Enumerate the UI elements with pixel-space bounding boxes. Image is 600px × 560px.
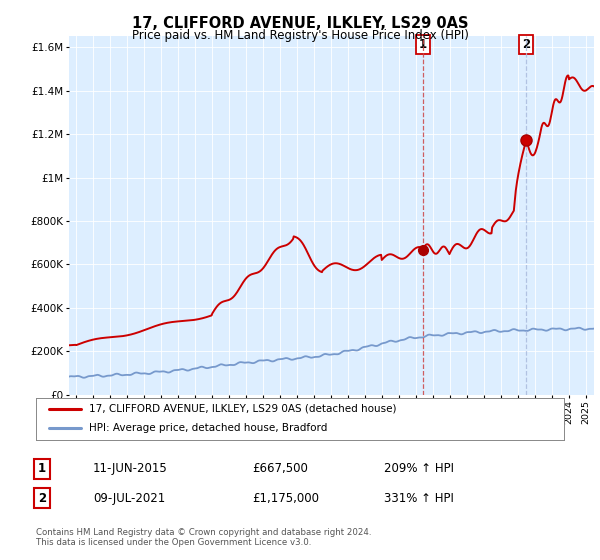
Text: HPI: Average price, detached house, Bradford: HPI: Average price, detached house, Brad…: [89, 423, 327, 433]
Text: 1: 1: [419, 38, 427, 51]
Text: £667,500: £667,500: [252, 462, 308, 475]
Text: Price paid vs. HM Land Registry's House Price Index (HPI): Price paid vs. HM Land Registry's House …: [131, 29, 469, 42]
Text: 331% ↑ HPI: 331% ↑ HPI: [384, 492, 454, 505]
Text: 17, CLIFFORD AVENUE, ILKLEY, LS29 0AS (detached house): 17, CLIFFORD AVENUE, ILKLEY, LS29 0AS (d…: [89, 404, 397, 414]
Text: 09-JUL-2021: 09-JUL-2021: [93, 492, 165, 505]
Text: Contains HM Land Registry data © Crown copyright and database right 2024.
This d: Contains HM Land Registry data © Crown c…: [36, 528, 371, 547]
Text: 2: 2: [523, 38, 530, 51]
Text: 17, CLIFFORD AVENUE, ILKLEY, LS29 0AS: 17, CLIFFORD AVENUE, ILKLEY, LS29 0AS: [132, 16, 468, 31]
Text: 1: 1: [38, 462, 46, 475]
Text: 2: 2: [38, 492, 46, 505]
Text: £1,175,000: £1,175,000: [252, 492, 319, 505]
Text: 11-JUN-2015: 11-JUN-2015: [93, 462, 168, 475]
Text: 209% ↑ HPI: 209% ↑ HPI: [384, 462, 454, 475]
